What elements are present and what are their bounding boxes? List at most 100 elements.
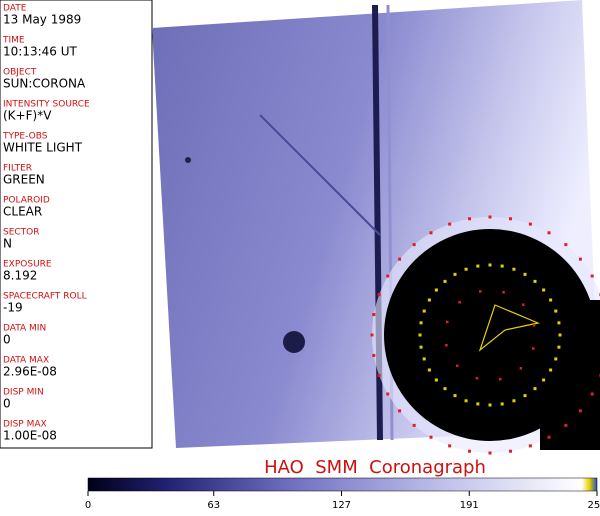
field-value: 0 bbox=[3, 333, 11, 347]
overlay-dot bbox=[429, 231, 433, 235]
overlay-dot bbox=[542, 378, 546, 382]
overlay-dot bbox=[464, 267, 468, 271]
tick-label: 191 bbox=[460, 500, 479, 511]
field-value: -19 bbox=[3, 301, 23, 315]
overlay-dot bbox=[502, 291, 505, 294]
overlay-dot bbox=[446, 320, 449, 324]
overlay-dot bbox=[508, 449, 512, 453]
overlay-dot bbox=[498, 377, 502, 381]
overlay-dot bbox=[528, 444, 532, 448]
field-value: 8.192 bbox=[3, 269, 37, 283]
field-label: DATA MIN bbox=[3, 324, 46, 334]
tick-label: 63 bbox=[207, 500, 220, 511]
overlay-dot bbox=[448, 222, 452, 226]
overlay-dot bbox=[453, 394, 457, 398]
overlay-dot bbox=[475, 376, 479, 380]
overlay-dot bbox=[488, 451, 492, 455]
overlay-dot bbox=[386, 274, 390, 278]
title: HAO SMM Coronagraph bbox=[264, 457, 486, 478]
overlay-dot bbox=[512, 267, 516, 271]
overlay-dot bbox=[448, 444, 452, 448]
field-value: 1.00E-08 bbox=[3, 429, 57, 443]
overlay-dot bbox=[528, 222, 532, 226]
overlay-dot bbox=[370, 333, 374, 337]
field-label: OBJECT bbox=[3, 68, 37, 78]
overlay-dot bbox=[590, 274, 594, 278]
field-value: 13 May 1989 bbox=[3, 13, 81, 27]
field-label: POLAROID bbox=[3, 196, 50, 206]
overlay-dot bbox=[419, 321, 423, 325]
colorbar bbox=[87, 477, 598, 492]
overlay-dot bbox=[531, 347, 535, 350]
overlay-dot bbox=[458, 300, 461, 304]
overlay-dot bbox=[468, 217, 472, 221]
overlay-dot bbox=[412, 423, 416, 427]
field-label: FILTER bbox=[3, 164, 32, 174]
overlay-dot bbox=[429, 435, 433, 439]
overlay-dot bbox=[479, 290, 482, 293]
overlay-dot bbox=[508, 217, 512, 221]
overlay-dot bbox=[554, 309, 558, 313]
overlay-dot bbox=[464, 399, 468, 403]
field-label: SECTOR bbox=[3, 228, 40, 238]
overlay-dot bbox=[578, 257, 582, 261]
overlay-dot bbox=[476, 264, 480, 268]
field-label: TYPE-OBS bbox=[2, 132, 48, 142]
overlay-dot bbox=[488, 215, 492, 219]
overlay-dot bbox=[564, 243, 568, 247]
overlay-dot bbox=[418, 333, 422, 337]
overlay-dot bbox=[500, 402, 504, 406]
overlay-dot bbox=[398, 257, 402, 261]
overlay-dot bbox=[519, 367, 523, 370]
overlay-dot bbox=[554, 357, 558, 361]
field-label: DISP MIN bbox=[3, 388, 44, 398]
field-label: INTENSITY SOURCE bbox=[3, 100, 90, 110]
overlay-dot bbox=[377, 293, 381, 297]
overlay-dot bbox=[522, 303, 525, 306]
field-label: DATA MAX bbox=[3, 356, 49, 366]
field-value: SUN:CORONA bbox=[3, 77, 86, 91]
overlay-dot bbox=[512, 399, 516, 403]
field-label: DISP MAX bbox=[3, 420, 47, 430]
overlay-dot bbox=[455, 364, 459, 368]
tick-label: 255 bbox=[587, 500, 600, 511]
overlay-dot bbox=[557, 321, 561, 325]
overlay-dot bbox=[590, 392, 594, 396]
field-label: DATE bbox=[3, 4, 27, 14]
field-value: 2.96E-08 bbox=[3, 365, 57, 379]
tick-label: 0 bbox=[85, 500, 91, 511]
overlay-dot bbox=[443, 279, 447, 283]
overlay-dot bbox=[434, 378, 438, 382]
overlay-dot bbox=[578, 409, 582, 413]
overlay-dot bbox=[549, 368, 553, 372]
field-value: 10:13:46 UT bbox=[3, 45, 77, 59]
field-value: (K+F)*V bbox=[3, 109, 52, 123]
overlay-dot bbox=[564, 423, 568, 427]
overlay-dot bbox=[558, 333, 562, 337]
overlay-dot bbox=[488, 403, 492, 407]
overlay-dot bbox=[468, 449, 472, 453]
overlay-dot bbox=[427, 298, 431, 302]
overlay-dot bbox=[453, 272, 457, 276]
overlay-dot bbox=[523, 394, 527, 398]
field-label: EXPOSURE bbox=[3, 260, 52, 270]
overlay-dot bbox=[422, 309, 426, 313]
overlay-dot bbox=[427, 368, 431, 372]
field-value: 0 bbox=[3, 397, 11, 411]
overlay-dot bbox=[533, 279, 537, 283]
info-panel bbox=[0, 0, 153, 449]
overlay-dot bbox=[377, 373, 381, 377]
overlay-dot bbox=[412, 243, 416, 247]
overlay-dot bbox=[557, 345, 561, 349]
field-value: WHITE LIGHT bbox=[3, 141, 83, 155]
overlay-dot bbox=[542, 288, 546, 292]
field-label: SPACECRAFT ROLL bbox=[3, 292, 87, 302]
overlay-dot bbox=[547, 231, 551, 235]
overlay-dot bbox=[532, 324, 536, 327]
overlay-dot bbox=[549, 298, 553, 302]
overlay-dot bbox=[443, 387, 447, 391]
field-value: GREEN bbox=[3, 173, 45, 187]
image bbox=[152, 0, 600, 453]
overlay-dot bbox=[488, 263, 492, 267]
